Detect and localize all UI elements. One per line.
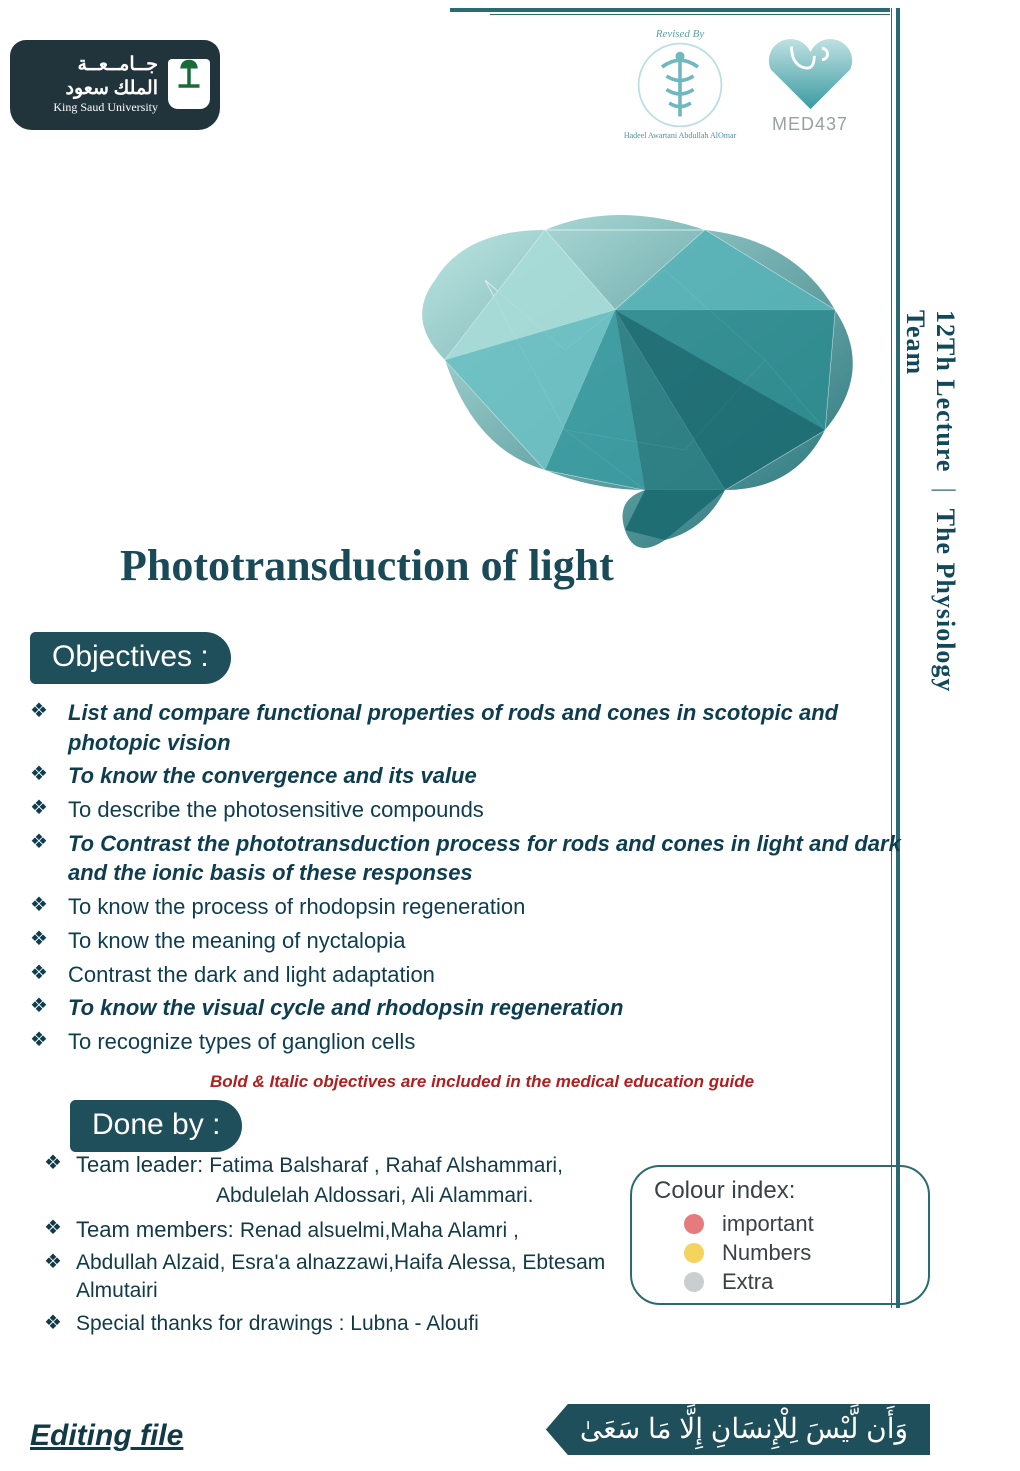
legend-label: Extra [722,1269,773,1295]
ksu-arabic-bottom: الملك سعود [20,77,158,101]
objectives-list: ❖List and compare functional properties … [10,698,910,1061]
objective-text: To describe the photosensitive compounds [68,795,910,825]
legend-row: Numbers [684,1240,910,1266]
legend-label: important [722,1211,814,1237]
legend-label: Numbers [722,1240,811,1266]
side-bar-outer [896,8,900,1308]
objective-text: Contrast the dark and light adaptation [68,960,910,990]
editing-file-link[interactable]: Editing file [30,1419,183,1453]
bullet-icon: ❖ [10,892,68,919]
bullet-icon: ❖ [30,1150,76,1177]
arabic-ribbon: وَأَن لَّيْسَ لِلْإِنسَانِ إِلَّا مَا سَ… [546,1404,930,1455]
objectives-heading: Objectives : [30,632,231,684]
objective-text: To know the process of rhodopsin regener… [68,892,910,922]
bullet-icon: ❖ [30,1249,76,1276]
revised-by-label: Revised By [620,28,740,40]
brain-graphic [365,190,885,570]
med437-label: MED437 [755,114,865,135]
bullet-icon: ❖ [10,926,68,953]
side-bar-inner [891,8,892,1308]
colour-index-legend: important Numbers Extra [654,1211,910,1295]
ksu-arabic-top: جــامــعــة [20,53,158,77]
team-members-names-1: Renad alsuelmi,Maha Alamri , [240,1219,519,1242]
team-members-line-2: Abdullah Alzaid, Esra'a alnazzawi,Haifa … [76,1249,650,1306]
bullet-icon: ❖ [10,761,68,788]
objective-item: ❖To know the meaning of nyctalopia [10,926,910,956]
revised-by-badge: Revised By Hadeel Awartani Abdullah AlOm… [620,28,740,138]
page-title: Phototransduction of light [120,540,614,591]
legend-dot-icon [684,1272,704,1292]
objective-item: ❖To Contrast the phototransduction proce… [10,829,910,888]
bullet-icon: ❖ [10,795,68,822]
done-by-list: ❖ Team leader: Fatima Balsharaf , Rahaf … [30,1150,650,1342]
team-members-line-1: Team members: Renad alsuelmi,Maha Alamri… [76,1215,650,1245]
ksu-english: King Saud University [20,100,158,115]
side-vertical-text: 12Th Lecture | The Physiology Team [920,310,960,730]
objective-item: ❖ To know the convergence and its value [10,761,910,791]
bullet-icon: ❖ [10,993,68,1020]
team-members-label: Team members: [76,1217,240,1242]
objective-text: To know the meaning of nyctalopia [68,926,910,956]
team-leader-line: Team leader: Fatima Balsharaf , Rahaf Al… [76,1150,650,1211]
legend-dot-icon [684,1214,704,1234]
objective-text: To know the convergence and its value [68,761,910,791]
colour-index-header: Colour index: [654,1177,910,1205]
top-right-badges: Revised By Hadeel Awartani Abdullah AlOm… [460,0,1020,150]
team-leader-names-1: Fatima Balsharaf , Rahaf Alshammari, [209,1154,563,1177]
side-separator: | [931,480,960,509]
objective-text: List and compare functional properties o… [68,698,910,757]
heart-stethoscope-icon [763,35,858,110]
legend-dot-icon [684,1243,704,1263]
side-lecture: 12Th Lecture [931,310,960,472]
bullet-icon: ❖ [10,829,68,856]
top-border-inner [490,14,890,15]
bullet-icon: ❖ [10,1027,68,1054]
objective-item: ❖To recognize types of ganglion cells [10,1027,910,1057]
legend-row: important [684,1211,910,1237]
objectives-note: Bold & Italic objectives are included in… [210,1072,754,1092]
team-leader-label: Team leader: [76,1152,209,1177]
header-region: جــامــعــة الملك سعود King Saud Univers… [0,0,1020,160]
team-leader-names-2: Abdulelah Aldossari, Ali Alammari. [216,1184,534,1207]
bullet-icon: ❖ [10,960,68,987]
objective-item: ❖Contrast the dark and light adaptation [10,960,910,990]
objective-item: ❖To describe the photosensitive compound… [10,795,910,825]
objective-text: To recognize types of ganglion cells [68,1027,910,1057]
objective-item: ❖To know the visual cycle and rhodopsin … [10,993,910,1023]
objective-text: To Contrast the phototransduction proces… [68,829,910,888]
revised-names: Hadeel Awartani Abdullah AlOmar [620,131,740,140]
med437-badge: MED437 [755,35,865,145]
objective-item: ❖List and compare functional properties … [10,698,910,757]
ksu-logo-badge: جــامــعــة الملك سعود King Saud Univers… [10,40,220,130]
caduceus-icon [635,40,725,130]
bullet-icon: ❖ [10,698,68,725]
special-thanks: Special thanks for drawings : Lubna - Al… [76,1310,650,1338]
ksu-text: جــامــعــة الملك سعود King Saud Univers… [20,53,158,116]
done-by-heading: Done by : [70,1100,242,1152]
bullet-icon: ❖ [30,1310,76,1337]
legend-row: Extra [684,1269,910,1295]
bullet-icon: ❖ [30,1215,76,1242]
objective-item: ❖To know the process of rhodopsin regene… [10,892,910,922]
ksu-shield-icon [168,59,210,109]
objective-text: To know the visual cycle and rhodopsin r… [68,993,910,1023]
top-border-bar [450,8,890,12]
colour-index-box: Colour index: important Numbers Extra [630,1165,930,1305]
